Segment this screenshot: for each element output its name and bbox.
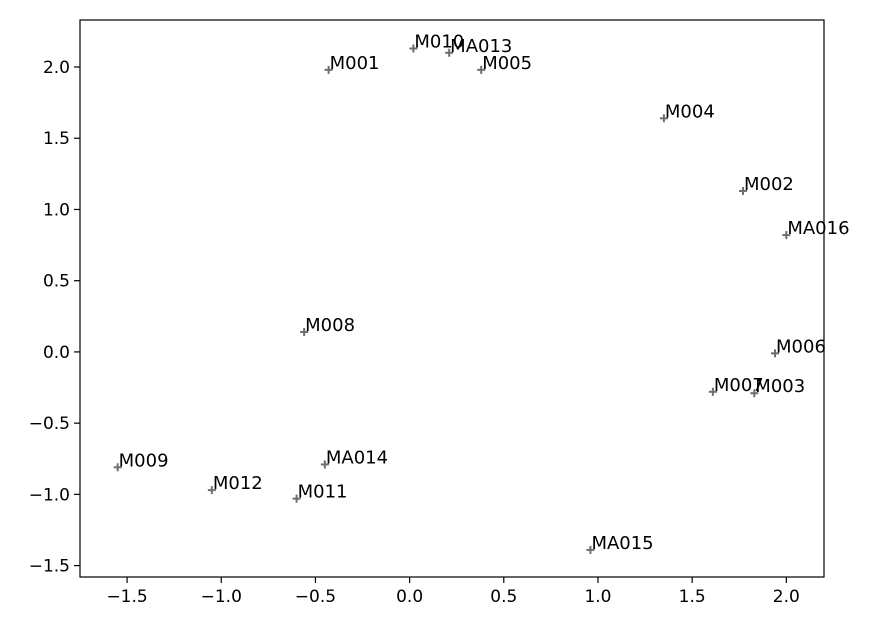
- y-tick-label: 0.5: [43, 272, 70, 292]
- data-point: M009: [113, 450, 169, 472]
- x-tick-label: 2.0: [773, 587, 800, 607]
- data-point: M011: [292, 482, 348, 503]
- y-tick-label: −0.5: [29, 414, 70, 434]
- x-tick-label: −1.5: [106, 587, 147, 607]
- data-point: M003: [750, 376, 805, 398]
- y-tick-label: −1.5: [29, 557, 70, 577]
- data-point: M004: [659, 101, 715, 123]
- point-label: M001: [330, 53, 380, 74]
- x-tick-label: 0.0: [396, 587, 423, 607]
- data-point: M006: [771, 336, 826, 358]
- data-point: M002: [739, 174, 794, 195]
- point-label: M010: [414, 31, 464, 52]
- y-tick-label: 1.0: [43, 200, 70, 220]
- data-point: M007: [708, 375, 764, 396]
- x-tick-label: −1.0: [201, 587, 242, 607]
- x-tick-label: 0.5: [490, 587, 517, 607]
- point-label: M006: [776, 336, 826, 357]
- data-point: M010: [409, 31, 464, 53]
- data-point: M008: [300, 315, 355, 336]
- x-tick-label: 1.0: [584, 587, 611, 607]
- point-label: M002: [744, 174, 794, 195]
- point-label: M007: [714, 375, 764, 396]
- x-tick-label: −0.5: [295, 587, 336, 607]
- data-point: MA013: [445, 36, 512, 57]
- y-tick-label: 2.0: [43, 58, 70, 78]
- data-point: M012: [207, 473, 263, 495]
- data-point: MA014: [320, 447, 388, 469]
- data-point: MA015: [586, 533, 654, 554]
- point-label: M012: [213, 473, 263, 494]
- point-label: M011: [298, 482, 348, 503]
- data-point: M005: [477, 53, 532, 74]
- point-label: M009: [119, 450, 169, 471]
- point-label: MA016: [787, 218, 849, 239]
- data-point: MA016: [782, 218, 850, 240]
- point-label: M008: [305, 315, 355, 336]
- point-label: MA013: [450, 36, 512, 57]
- point-label: M004: [665, 101, 715, 122]
- plot-area-frame: [79, 19, 825, 578]
- x-tick-label: 1.5: [679, 587, 706, 607]
- point-label: MA015: [591, 533, 653, 554]
- point-label: MA014: [326, 447, 388, 468]
- data-point: M001: [324, 53, 380, 74]
- y-tick-label: 0.0: [43, 343, 70, 363]
- y-tick-label: −1.0: [29, 485, 70, 505]
- point-label: M005: [482, 53, 532, 74]
- y-tick-label: 1.5: [43, 129, 70, 149]
- point-label: M003: [755, 376, 805, 397]
